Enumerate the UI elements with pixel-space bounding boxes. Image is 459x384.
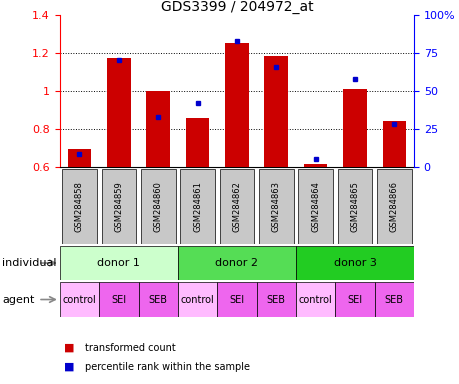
Bar — [217, 282, 256, 317]
Text: control: control — [180, 295, 214, 305]
Bar — [224, 43, 248, 167]
Text: SEI: SEI — [229, 295, 244, 305]
Text: donor 3: donor 3 — [333, 258, 375, 268]
Text: donor 2: donor 2 — [215, 258, 258, 268]
Text: SEB: SEB — [266, 295, 285, 305]
Text: ■: ■ — [64, 343, 75, 353]
Bar — [219, 169, 254, 244]
Bar — [185, 118, 209, 167]
Bar — [140, 169, 175, 244]
Bar — [146, 91, 170, 167]
Text: percentile rank within the sample: percentile rank within the sample — [85, 362, 250, 372]
Text: agent: agent — [2, 295, 34, 305]
Title: GDS3399 / 204972_at: GDS3399 / 204972_at — [160, 0, 313, 14]
Bar — [67, 149, 91, 167]
Text: SEI: SEI — [111, 295, 126, 305]
Text: control: control — [62, 295, 96, 305]
Bar — [295, 282, 335, 317]
Text: transformed count: transformed count — [85, 343, 175, 353]
Text: ■: ■ — [64, 362, 75, 372]
Bar — [60, 282, 99, 317]
Text: GSM284862: GSM284862 — [232, 181, 241, 232]
Text: SEI: SEI — [347, 295, 362, 305]
Bar — [376, 169, 411, 244]
Bar — [297, 169, 332, 244]
Text: GSM284865: GSM284865 — [350, 181, 358, 232]
Bar — [62, 169, 96, 244]
Bar — [337, 169, 371, 244]
Text: GSM284866: GSM284866 — [389, 181, 398, 232]
Bar — [101, 169, 136, 244]
Text: GSM284859: GSM284859 — [114, 181, 123, 232]
Text: control: control — [298, 295, 332, 305]
Bar — [342, 89, 366, 167]
Bar — [303, 164, 327, 167]
Text: GSM284858: GSM284858 — [75, 181, 84, 232]
Bar — [107, 58, 130, 167]
Bar — [256, 282, 295, 317]
Bar — [138, 282, 178, 317]
Bar — [295, 246, 413, 280]
Bar — [264, 56, 287, 167]
Text: GSM284860: GSM284860 — [153, 181, 162, 232]
Text: SEB: SEB — [384, 295, 403, 305]
Text: SEB: SEB — [148, 295, 168, 305]
Text: GSM284863: GSM284863 — [271, 181, 280, 232]
Bar — [180, 169, 214, 244]
Bar — [99, 282, 138, 317]
Text: GSM284864: GSM284864 — [310, 181, 319, 232]
Text: GSM284861: GSM284861 — [193, 181, 202, 232]
Bar — [382, 121, 405, 167]
Text: donor 1: donor 1 — [97, 258, 140, 268]
Bar — [178, 282, 217, 317]
Text: individual: individual — [2, 258, 56, 268]
Bar — [258, 169, 293, 244]
Bar — [60, 246, 178, 280]
Bar — [335, 282, 374, 317]
Bar — [178, 246, 295, 280]
Bar — [374, 282, 413, 317]
